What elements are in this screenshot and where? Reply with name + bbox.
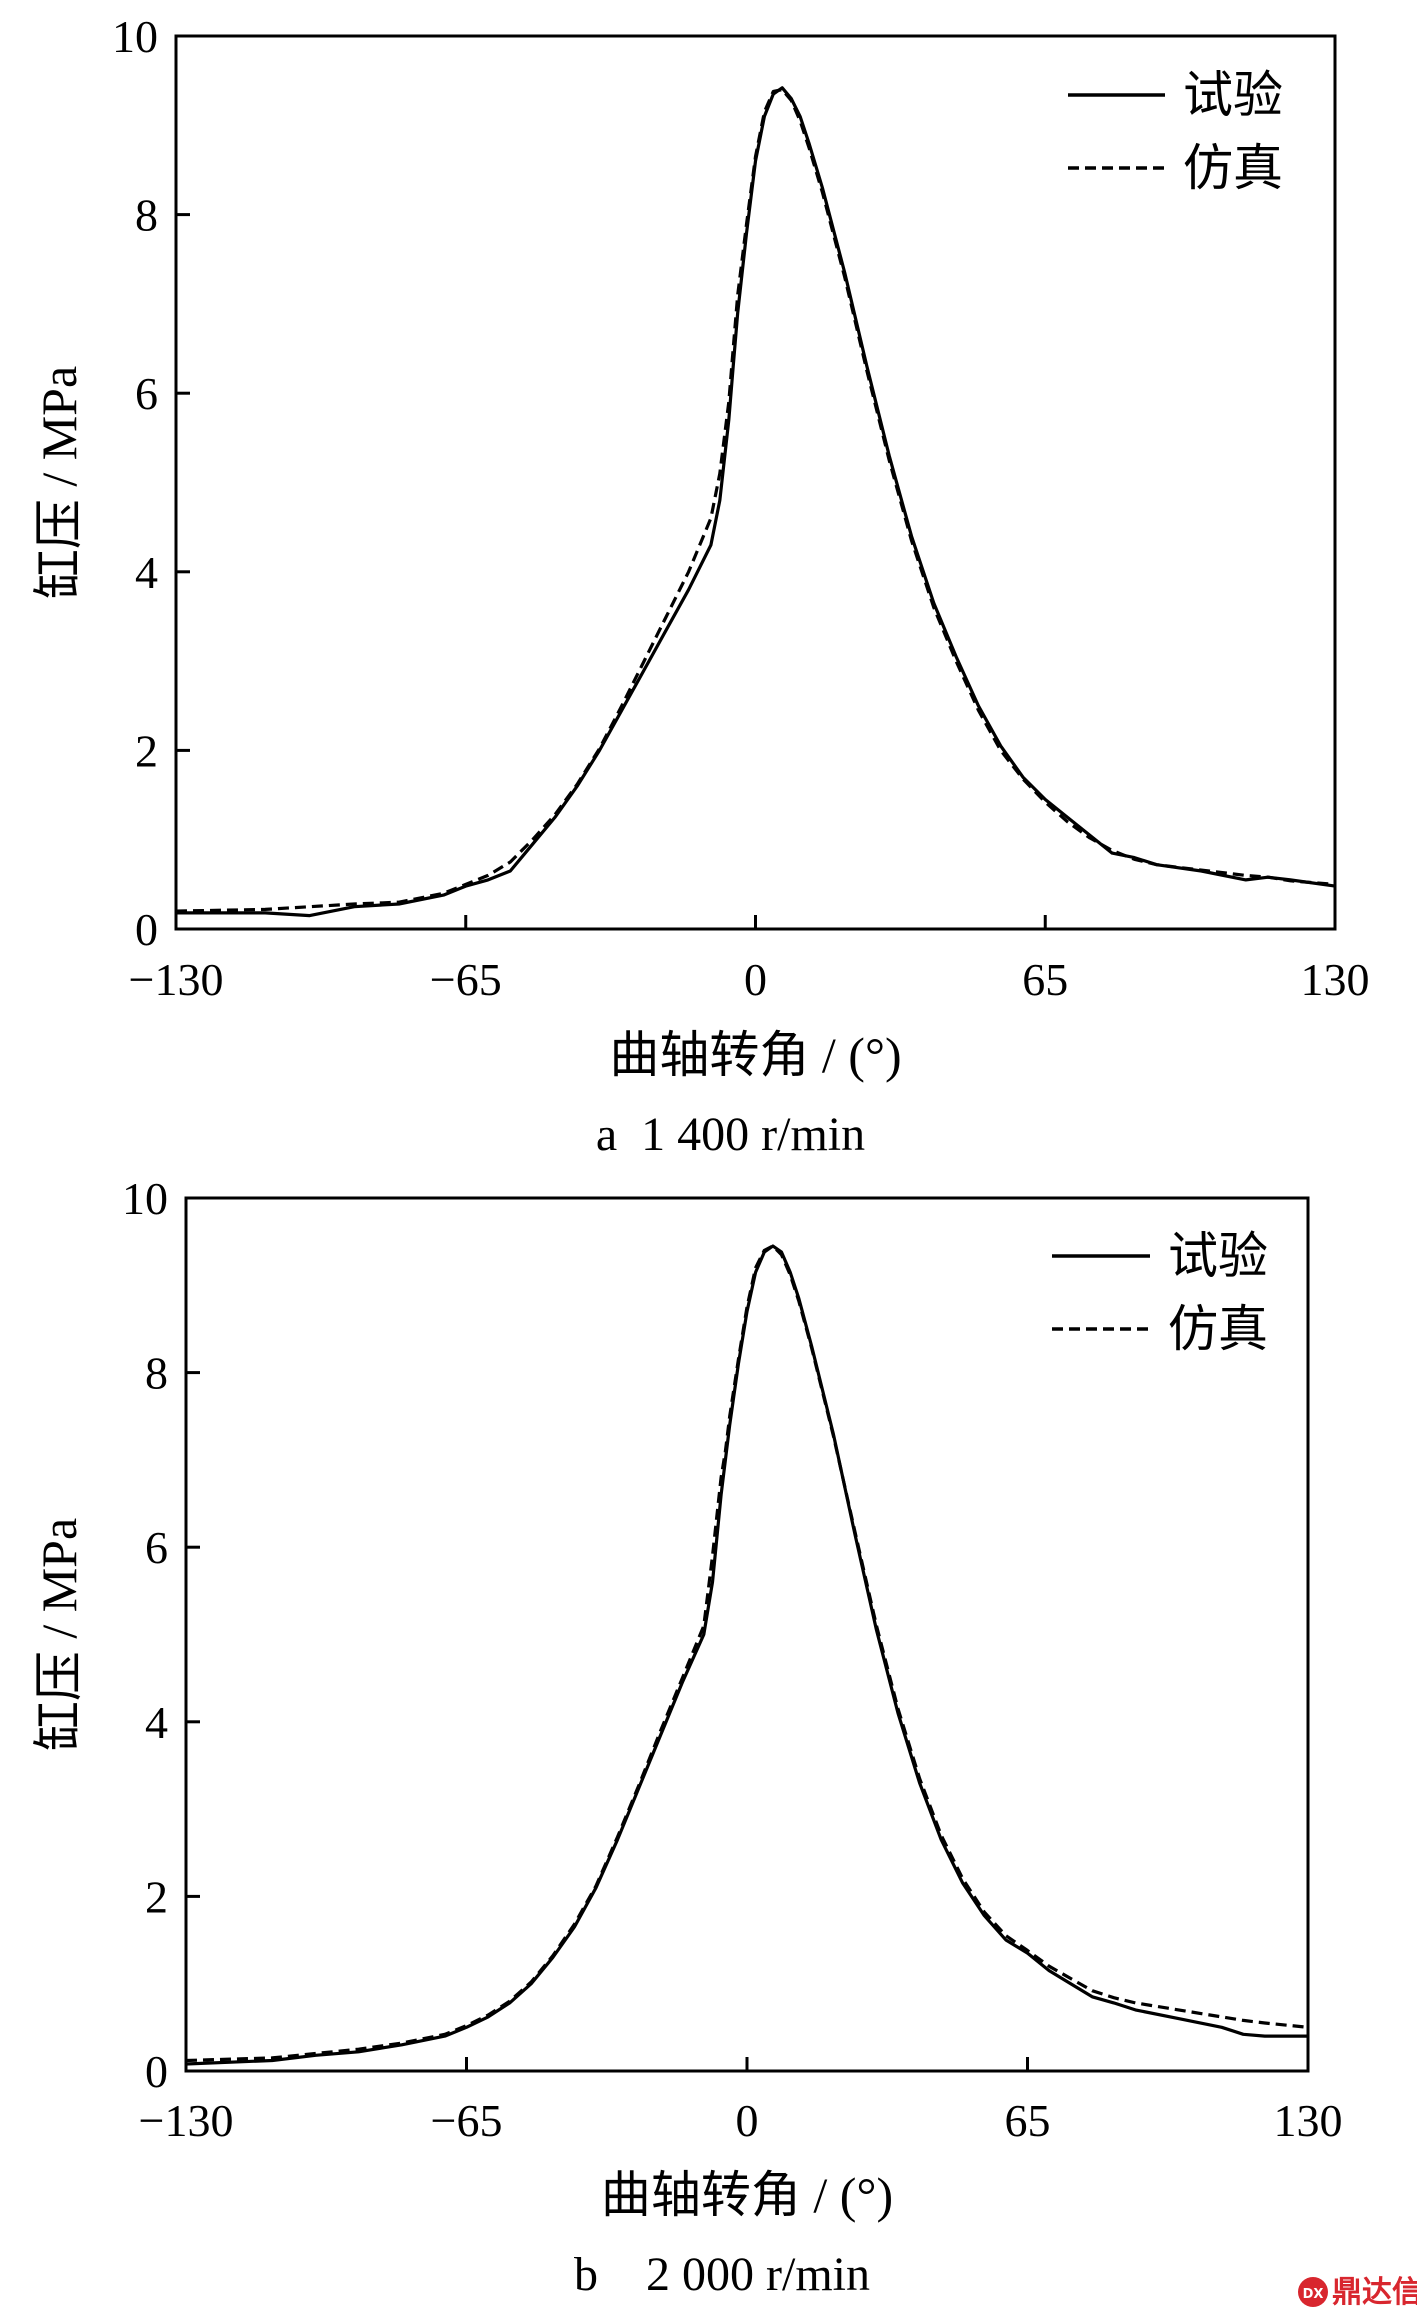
watermark-text: 鼎达信	[1332, 2275, 1417, 2310]
y-tick-label: 4	[145, 1697, 168, 1748]
y-tick-label: 6	[135, 368, 158, 419]
x-tick-label: 65	[1022, 954, 1068, 1005]
x-tick-label: 65	[1005, 2095, 1051, 2146]
y-tick-label: 8	[135, 190, 158, 241]
series-line-experiment	[185, 1244, 1308, 2066]
chart-caption: a 1 400 r/min	[596, 1108, 865, 1161]
legend-label: 仿真	[1168, 1301, 1268, 1357]
x-axis-label: 曲轴转角 / (°)	[609, 1027, 901, 1083]
x-tick-label: 130	[1301, 954, 1370, 1005]
y-tick-label: 4	[135, 547, 158, 598]
legend-label: 仿真	[1183, 140, 1283, 196]
watermark: DX 鼎达信	[1298, 2275, 1417, 2310]
watermark-logo-icon	[1298, 2277, 1328, 2307]
y-tick-label: 0	[135, 904, 158, 955]
x-tick-label: −130	[129, 954, 224, 1005]
chart-caption: b 2 000 r/min	[574, 2248, 870, 2301]
legend-label: 试验	[1168, 1228, 1268, 1284]
y-tick-label: 2	[145, 1871, 168, 1922]
watermark-logo-text: DX	[1303, 2287, 1324, 2302]
series-line-simulation	[185, 1244, 1309, 2063]
x-tick-label: −130	[139, 2095, 234, 2146]
x-tick-label: 130	[1274, 2095, 1343, 2146]
x-tick-label: 0	[744, 954, 767, 1005]
x-tick-label: 0	[736, 2095, 759, 2146]
series-line-simulation	[175, 87, 1336, 913]
y-tick-label: 6	[145, 1522, 168, 1573]
y-tick-label: 8	[145, 1348, 168, 1399]
y-tick-label: 10	[122, 1173, 168, 1224]
y-axis-label: 缸压 / MPa	[31, 1518, 87, 1751]
y-tick-label: 2	[135, 725, 158, 776]
series-line-experiment	[176, 86, 1336, 918]
x-tick-label: −65	[431, 2095, 503, 2146]
y-tick-label: 0	[145, 2046, 168, 2097]
x-tick-label: −65	[430, 954, 502, 1005]
legend-label: 试验	[1183, 67, 1283, 123]
y-tick-label: 10	[112, 11, 158, 62]
x-axis-label: 曲轴转角 / (°)	[601, 2167, 893, 2223]
y-axis-label: 缸压 / MPa	[31, 366, 87, 599]
